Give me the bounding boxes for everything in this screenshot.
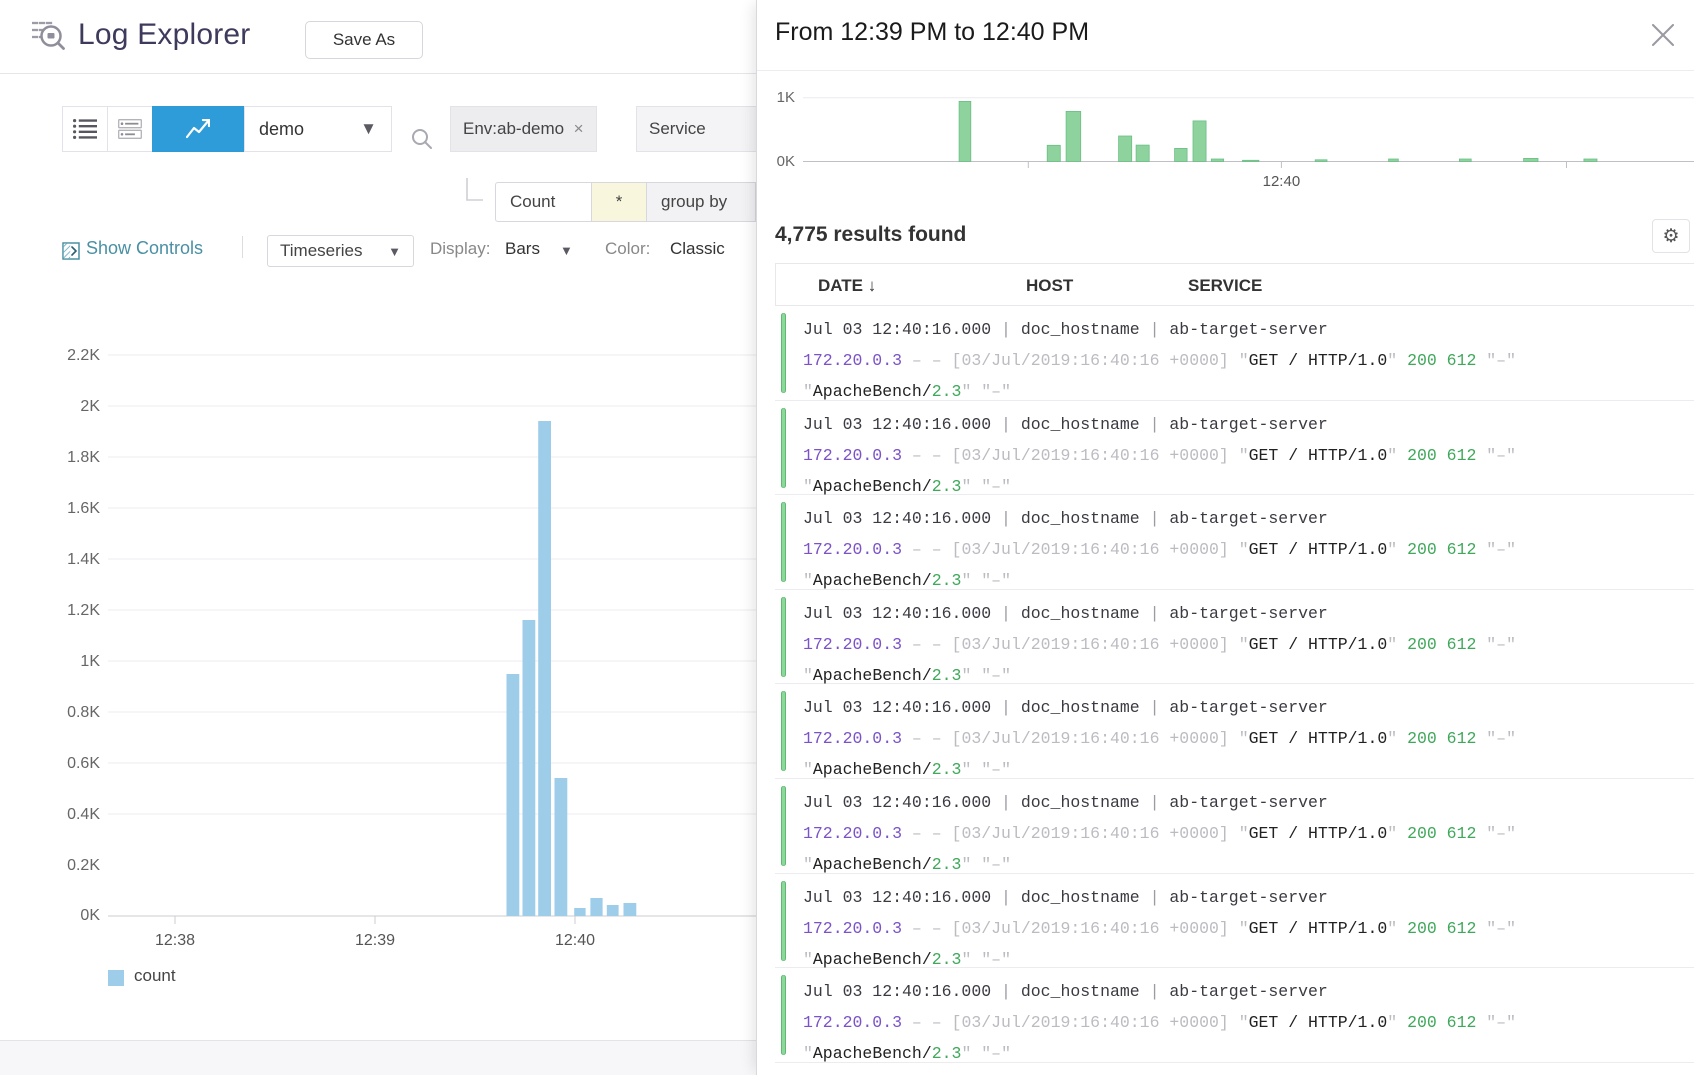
- svg-text:0.6K: 0.6K: [67, 755, 100, 772]
- svg-text:1K: 1K: [777, 89, 795, 106]
- svg-text:1.2K: 1.2K: [67, 602, 100, 619]
- svg-text:0.2K: 0.2K: [67, 857, 100, 874]
- svg-text:0K: 0K: [80, 907, 100, 924]
- svg-text:12:40: 12:40: [1263, 173, 1301, 190]
- svg-text:12:40: 12:40: [555, 932, 595, 949]
- svg-text:12:39: 12:39: [355, 932, 395, 949]
- svg-text:2K: 2K: [80, 398, 100, 415]
- svg-text:2.2K: 2.2K: [67, 347, 100, 364]
- svg-text:1.4K: 1.4K: [67, 551, 100, 568]
- svg-text:1.6K: 1.6K: [67, 500, 100, 517]
- svg-text:1.8K: 1.8K: [67, 449, 100, 466]
- svg-text:12:38: 12:38: [155, 932, 195, 949]
- svg-text:0.4K: 0.4K: [67, 806, 100, 823]
- svg-text:0.8K: 0.8K: [67, 704, 100, 721]
- svg-text:0K: 0K: [777, 153, 795, 170]
- svg-text:1K: 1K: [80, 653, 100, 670]
